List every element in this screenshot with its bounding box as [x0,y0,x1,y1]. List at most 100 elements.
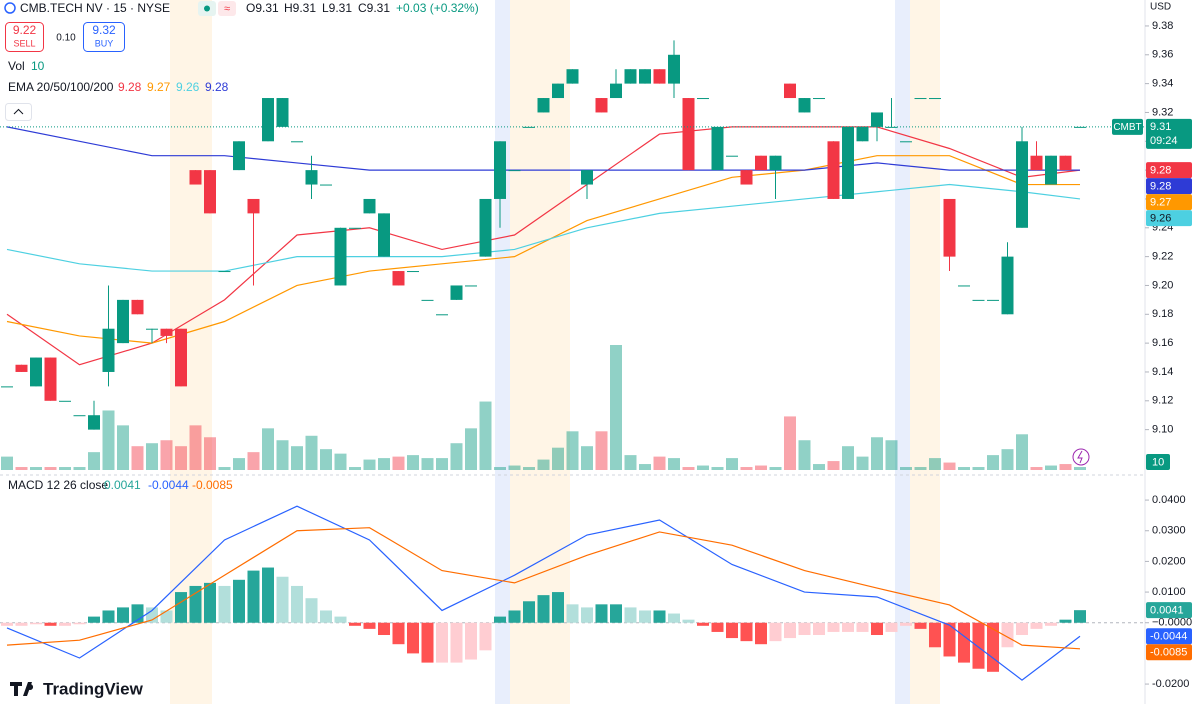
volume-bar [1059,464,1072,470]
volume-bar [813,464,825,470]
histogram-bar [798,622,811,636]
histogram-bar [856,622,869,632]
axis-badge-label: 9.26 [1150,213,1171,225]
histogram-bar [291,585,303,623]
volume-bar [769,467,782,470]
volume-bar [653,456,666,470]
candle-body [465,285,477,287]
volume-bar [987,455,999,470]
y-tick-label: 9.20 [1152,279,1173,291]
volume-bar [349,467,361,470]
currency[interactable]: USD [1150,2,1171,13]
histogram-bar [465,622,477,660]
candle-body [552,83,564,99]
histogram-bar [59,622,71,626]
histogram-bar [581,607,593,623]
ema-legend-value: 9.27 [147,80,171,94]
volume-bar [755,465,767,470]
session-band [910,0,940,704]
volume-bar [363,459,376,470]
indicator-line [6,183,1081,272]
volume-bar [798,440,811,470]
volume-bar [856,456,869,470]
volume-bar [784,416,796,470]
candle-body [769,155,782,171]
price-badge [1146,118,1192,149]
histogram-bar [827,622,840,632]
collapse-button[interactable] [5,103,32,121]
candle-body [233,141,245,171]
histogram-bar [44,622,57,626]
candle-body [1016,141,1028,228]
y-tick-label: -0.0200 [1152,678,1189,690]
ohlc-open: O9.31 [246,1,279,15]
y-tick-label: 9.22 [1152,251,1173,263]
histogram-bar [958,622,970,663]
indicator-line [6,527,1081,650]
volume-bar [44,467,57,470]
candle-body [929,98,941,100]
histogram-bar [914,622,927,629]
volume-bar [566,431,579,470]
status-badge[interactable] [218,1,236,16]
volume-bar [929,458,941,470]
candle-body [175,328,187,387]
candle-body [914,98,927,100]
axis-badge [1146,644,1192,661]
buy-button[interactable] [83,22,125,52]
candle-body [987,299,999,301]
histogram-bar [813,622,825,636]
axis-badge-label: 9.28 [1150,181,1171,193]
volume-bar [508,465,521,470]
sell-label: SELL [13,38,35,48]
symbol-title[interactable]: CMB.TECH NV · 15 · NYSE [20,1,170,15]
histogram-bar [885,622,898,632]
candle-body [479,198,492,257]
histogram-bar [1059,619,1072,623]
volume-bar [958,467,970,470]
y-tick-label: 9.10 [1152,424,1173,436]
candle-body [189,170,202,185]
candle-body [610,83,622,99]
lightning-icon[interactable] [1072,448,1090,466]
volume-bar [1016,434,1028,470]
sell-button[interactable] [5,22,44,52]
candle-body [450,285,463,300]
spread: 0.10 [56,33,76,44]
histogram-bar [88,616,100,623]
candle-body [44,357,57,401]
macd-legend-value: -0.0085 [192,478,233,492]
volume-bar [421,458,434,470]
histogram-bar [349,622,361,626]
volume-bar [392,456,405,470]
brand-icon [10,682,34,696]
volume-bar [581,446,593,470]
candle-body [305,170,318,185]
y-tick-label: −0.0000 [1152,617,1192,629]
volume-bar [117,425,129,470]
histogram-bar [204,582,216,623]
histogram-bar [233,579,245,623]
y-tick-label: 0.0400 [1152,494,1186,506]
price-change: +0.03 (+0.32%) [396,1,479,15]
histogram-bar [479,622,492,651]
volume-bar [334,453,347,470]
volume-bar [204,437,216,470]
axis-badge-label: 0.0041 [1150,605,1184,617]
volume-bar [218,467,231,470]
candle-body [958,285,970,287]
histogram-bar [363,622,376,629]
candle-body [943,198,956,257]
volume-bar [407,455,419,470]
symbol-badge [1112,118,1143,135]
ohlc-high: H9.31 [284,1,316,15]
histogram-bar [450,622,463,663]
histogram-bar [972,622,985,669]
volume-bar [160,440,173,470]
volume-bar [465,428,477,470]
volume-bar [639,464,651,470]
axis-badge [1146,162,1192,179]
histogram-bar [1030,622,1043,629]
histogram-bar [160,610,173,623]
y-tick-label: 9.12 [1152,395,1173,407]
